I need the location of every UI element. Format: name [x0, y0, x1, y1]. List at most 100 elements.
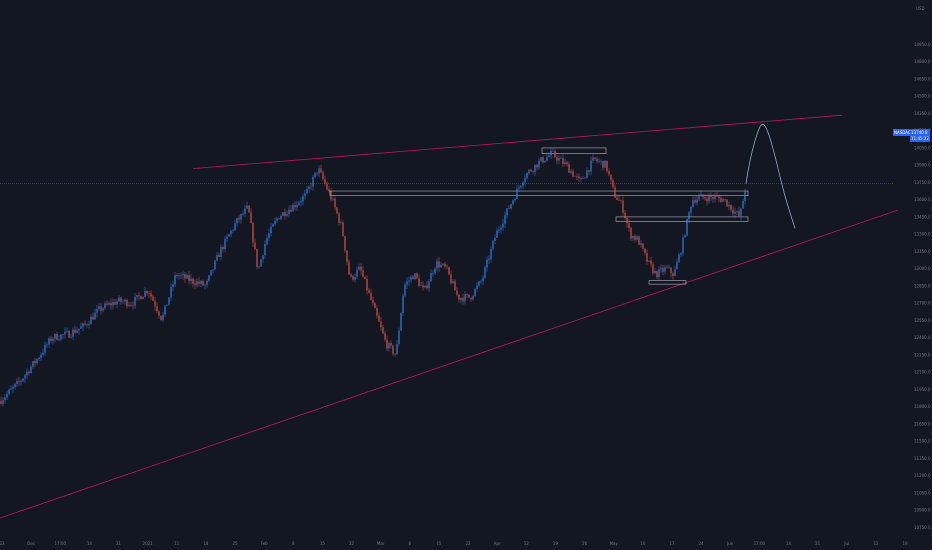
candle-body	[360, 266, 362, 271]
candle-body	[10, 388, 12, 390]
candle-body	[488, 259, 490, 260]
price-tag-value: 13740.8	[911, 130, 928, 135]
candle-body	[40, 354, 42, 359]
candle-body	[240, 213, 242, 220]
candle-body	[248, 205, 250, 213]
candle-body	[652, 264, 654, 274]
candle-body	[614, 187, 616, 198]
candle-body	[28, 371, 30, 374]
candle-body	[346, 250, 348, 262]
candle-body	[602, 160, 604, 168]
y-tick-label: 10750.0	[914, 525, 931, 530]
candle-body	[588, 170, 590, 172]
candle-body	[136, 295, 138, 298]
y-tick-label: 14800.0	[914, 59, 931, 64]
candle-body	[466, 294, 468, 295]
candle-body	[96, 309, 98, 313]
candle-body	[460, 297, 462, 300]
x-axis: 23 Dec 17:00 14 21 2021 11 18 25 Feb 8 15 22 Mar 8 15 22…	[0, 541, 908, 546]
candle-body	[22, 378, 24, 381]
candle-body	[356, 270, 358, 277]
candle-body	[384, 333, 386, 340]
candle-body	[90, 316, 92, 325]
candle-body	[598, 161, 600, 162]
candle-body	[178, 275, 180, 277]
candle-body	[2, 400, 4, 404]
candle-body	[426, 285, 428, 289]
y-tick-label: 11800.0	[914, 404, 931, 409]
y-tick-label: 14500.0	[914, 94, 931, 99]
candle-body	[434, 268, 436, 274]
candle-body	[332, 199, 334, 200]
candle-body	[482, 277, 484, 282]
candle-body	[566, 162, 568, 165]
candle-body	[442, 263, 444, 265]
y-tick-label: 14950.0	[914, 42, 931, 47]
x-tick-label: 12	[873, 541, 879, 546]
candle-body	[414, 273, 416, 280]
candle-body	[172, 284, 174, 287]
candle-body	[484, 267, 486, 278]
candle-body	[238, 218, 240, 220]
candle-body	[318, 168, 320, 174]
candle-body	[730, 204, 732, 211]
currency-label: USD	[916, 6, 925, 11]
candle-body	[200, 281, 202, 284]
candle-body	[470, 297, 472, 300]
candle-body	[310, 186, 312, 188]
candle-body	[348, 261, 350, 275]
candle-body	[610, 174, 612, 181]
candle-body	[394, 353, 396, 355]
candle-body	[468, 294, 470, 298]
x-tick-label: 25	[232, 541, 238, 546]
candle-body	[624, 212, 626, 219]
candle-body	[526, 173, 528, 179]
candle-body	[246, 205, 248, 209]
candle-body	[386, 339, 388, 349]
y-tick-label: 12850.0	[914, 283, 931, 288]
candle-body	[632, 235, 634, 239]
candle-body	[508, 208, 510, 209]
forecast-curve	[745, 123, 796, 229]
candle-body	[138, 295, 140, 297]
candle-body	[20, 380, 22, 382]
candle-body	[370, 292, 372, 300]
candle-body	[32, 361, 34, 367]
candle-body	[336, 207, 338, 214]
candle-body	[518, 187, 520, 189]
candle-body	[486, 259, 488, 268]
candle-body	[622, 200, 624, 213]
candle-body	[528, 170, 530, 174]
candle-body	[188, 275, 190, 281]
trend-lines	[0, 114, 899, 519]
x-tick-label: 23	[0, 541, 5, 546]
x-tick-label: 19	[902, 541, 908, 546]
candle-body	[158, 311, 160, 316]
candle-body	[560, 158, 562, 159]
candle-body	[250, 212, 252, 224]
candle-body	[416, 273, 418, 279]
candle-body	[140, 296, 142, 300]
candle-body	[408, 280, 410, 282]
candle-body	[352, 276, 354, 280]
candle-body	[682, 237, 684, 254]
candle-body	[282, 212, 284, 216]
x-tick-label: 22	[466, 541, 472, 546]
candle-body	[564, 162, 566, 164]
candle-body	[12, 386, 14, 389]
y-tick-label: 13150.0	[914, 249, 931, 254]
candle-body	[436, 261, 438, 269]
candle-body	[592, 157, 594, 161]
candle-body	[674, 269, 676, 276]
candle-body	[176, 275, 178, 277]
candle-body	[72, 329, 74, 337]
candle-body	[546, 156, 548, 161]
y-tick-label: 13750.0	[914, 180, 931, 185]
candle-body	[506, 208, 508, 216]
candle-body	[88, 324, 90, 326]
candle-body	[276, 218, 278, 221]
candle-body	[604, 160, 606, 168]
x-tick-label: 19	[553, 541, 559, 546]
